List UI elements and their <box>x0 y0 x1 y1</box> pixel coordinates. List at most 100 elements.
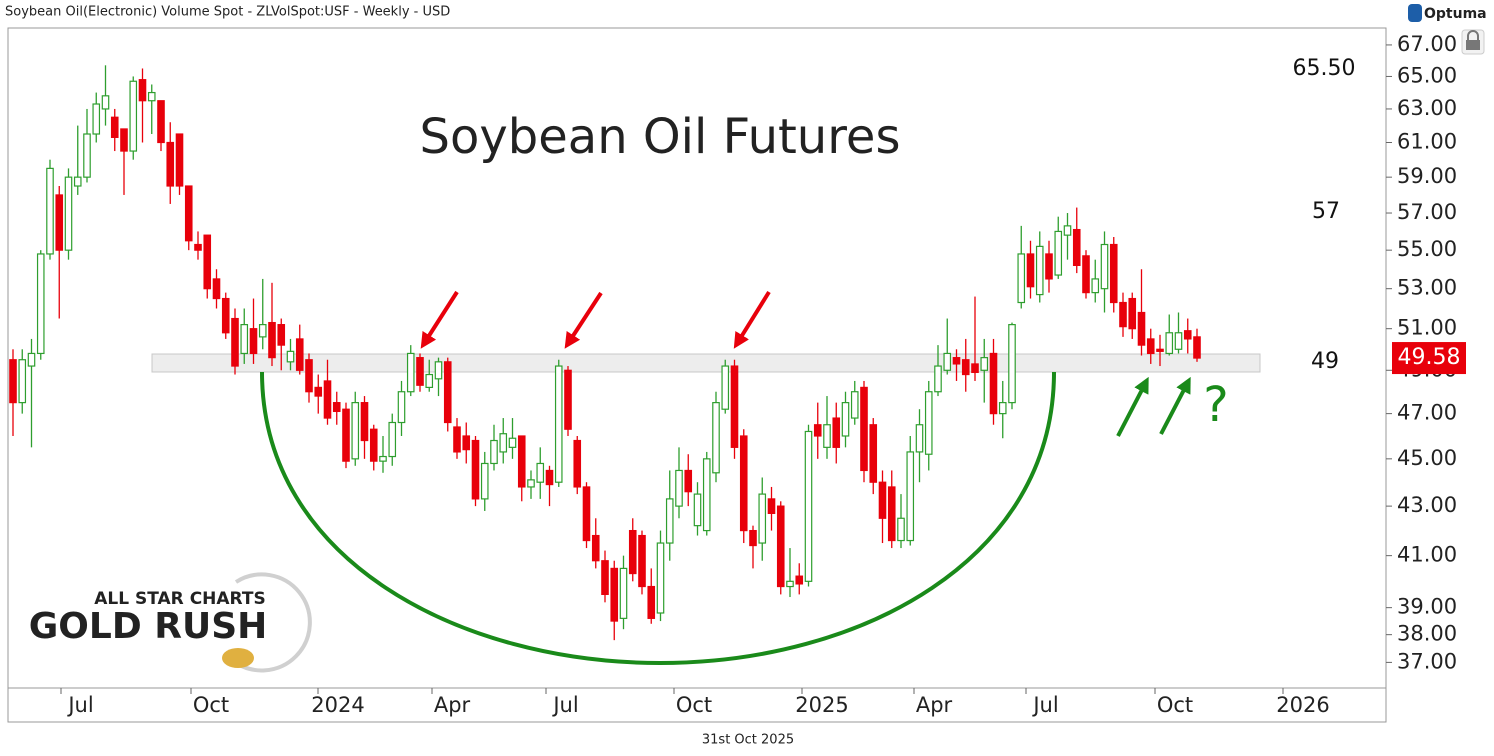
candle-body <box>601 560 609 596</box>
candle-body <box>138 79 147 102</box>
candle-body <box>739 435 748 532</box>
candle-body <box>212 278 221 300</box>
candle-body <box>832 417 841 448</box>
candle-body <box>120 128 128 152</box>
candle-body <box>203 234 212 290</box>
candle-body <box>36 253 45 355</box>
header: Soybean Oil(Electronic) Volume Spot - ZL… <box>5 5 450 20</box>
y-tick-label: 39.00 <box>1397 595 1457 619</box>
logo: ALL STAR CHARTS GOLD RUSH <box>29 572 312 673</box>
candle-body <box>647 585 656 619</box>
candle-body <box>665 498 674 544</box>
candle-body <box>388 421 397 458</box>
candle-body <box>841 402 850 437</box>
price-tag-label: 49.58 <box>1398 345 1461 370</box>
y-tick-label: 61.00 <box>1397 129 1457 153</box>
candle-body <box>749 529 757 547</box>
candle-body <box>1091 278 1100 294</box>
candle-body <box>434 361 443 380</box>
candle-body <box>332 402 341 413</box>
price-tag <box>1392 342 1466 375</box>
candle-body <box>527 479 535 488</box>
candle-body <box>27 352 36 367</box>
candle-body <box>989 352 998 415</box>
candle-body <box>795 575 804 585</box>
annotation: 65.50 <box>1293 56 1356 81</box>
arrow <box>420 290 459 349</box>
candle-body <box>194 243 202 251</box>
candle-body <box>73 176 82 187</box>
logo-line: ALL STAR CHARTS <box>94 589 265 609</box>
candle-body <box>730 365 739 448</box>
candle-body <box>582 486 591 542</box>
candle-body <box>804 430 813 582</box>
annotation: 49 <box>1311 349 1339 374</box>
base-arc <box>260 371 1056 666</box>
candle-body <box>443 361 452 424</box>
candle-body <box>1109 243 1118 304</box>
candle-body <box>906 451 915 542</box>
candle-body <box>776 505 785 588</box>
y-tick-label: 55.00 <box>1397 237 1457 261</box>
candle-body <box>1100 243 1109 290</box>
y-tick-label: 43.00 <box>1397 493 1457 517</box>
candle-body <box>517 435 526 488</box>
candle-body <box>360 402 369 442</box>
candle-body <box>351 402 360 460</box>
candle-body <box>277 324 286 346</box>
candle-body <box>480 462 489 500</box>
candle-body <box>64 176 73 251</box>
candle-body <box>314 386 323 397</box>
candle-body <box>610 567 619 622</box>
candle-body <box>1017 253 1026 304</box>
candle-body <box>462 435 471 451</box>
x-tick-label: 2025 <box>795 693 848 717</box>
logo-nugget <box>222 648 254 668</box>
candle-body <box>721 365 730 410</box>
red-arrows <box>420 290 771 349</box>
candle-body <box>971 363 979 374</box>
candle-body <box>702 458 711 532</box>
candle-body <box>342 408 350 462</box>
arrow <box>564 291 603 349</box>
candle-body <box>1026 253 1035 288</box>
y-tick-label: 57.00 <box>1397 200 1457 224</box>
candle-body <box>897 517 905 542</box>
y-tick-label: 37.00 <box>1397 649 1457 673</box>
candle-body <box>499 433 508 453</box>
candle-body <box>305 359 313 393</box>
candle-body <box>1156 348 1164 352</box>
candle-body <box>425 373 434 389</box>
candle-body <box>369 428 378 462</box>
annotation: ? <box>1203 377 1228 433</box>
candle-body <box>1063 225 1072 236</box>
candle-body <box>675 469 683 507</box>
candle-body <box>110 116 119 138</box>
candle-body <box>758 493 767 544</box>
candle-body <box>508 437 517 448</box>
candle-body <box>184 185 193 242</box>
green-arrows <box>1116 376 1191 437</box>
candle-body <box>397 391 406 424</box>
candle-body <box>9 359 17 404</box>
candle-body <box>545 469 554 486</box>
source-icon <box>1408 4 1422 22</box>
candle-body <box>101 95 110 110</box>
candle-body <box>129 80 138 152</box>
candle-body <box>656 542 665 614</box>
candle-body <box>1174 332 1183 350</box>
candle-body <box>980 357 989 371</box>
candle-body <box>92 103 101 135</box>
y-tick-label: 47.00 <box>1397 401 1457 425</box>
x-tick-label: Jul <box>551 693 578 717</box>
x-tick-label: Jul <box>1031 693 1058 717</box>
candle-body <box>887 486 896 542</box>
y-tick-label: 53.00 <box>1397 276 1457 300</box>
lock-icon <box>1461 29 1485 55</box>
candle-body <box>786 580 794 588</box>
candle-body <box>1146 338 1155 355</box>
candle-body <box>860 386 868 472</box>
candle-body <box>952 357 961 365</box>
candle-body <box>231 317 239 367</box>
